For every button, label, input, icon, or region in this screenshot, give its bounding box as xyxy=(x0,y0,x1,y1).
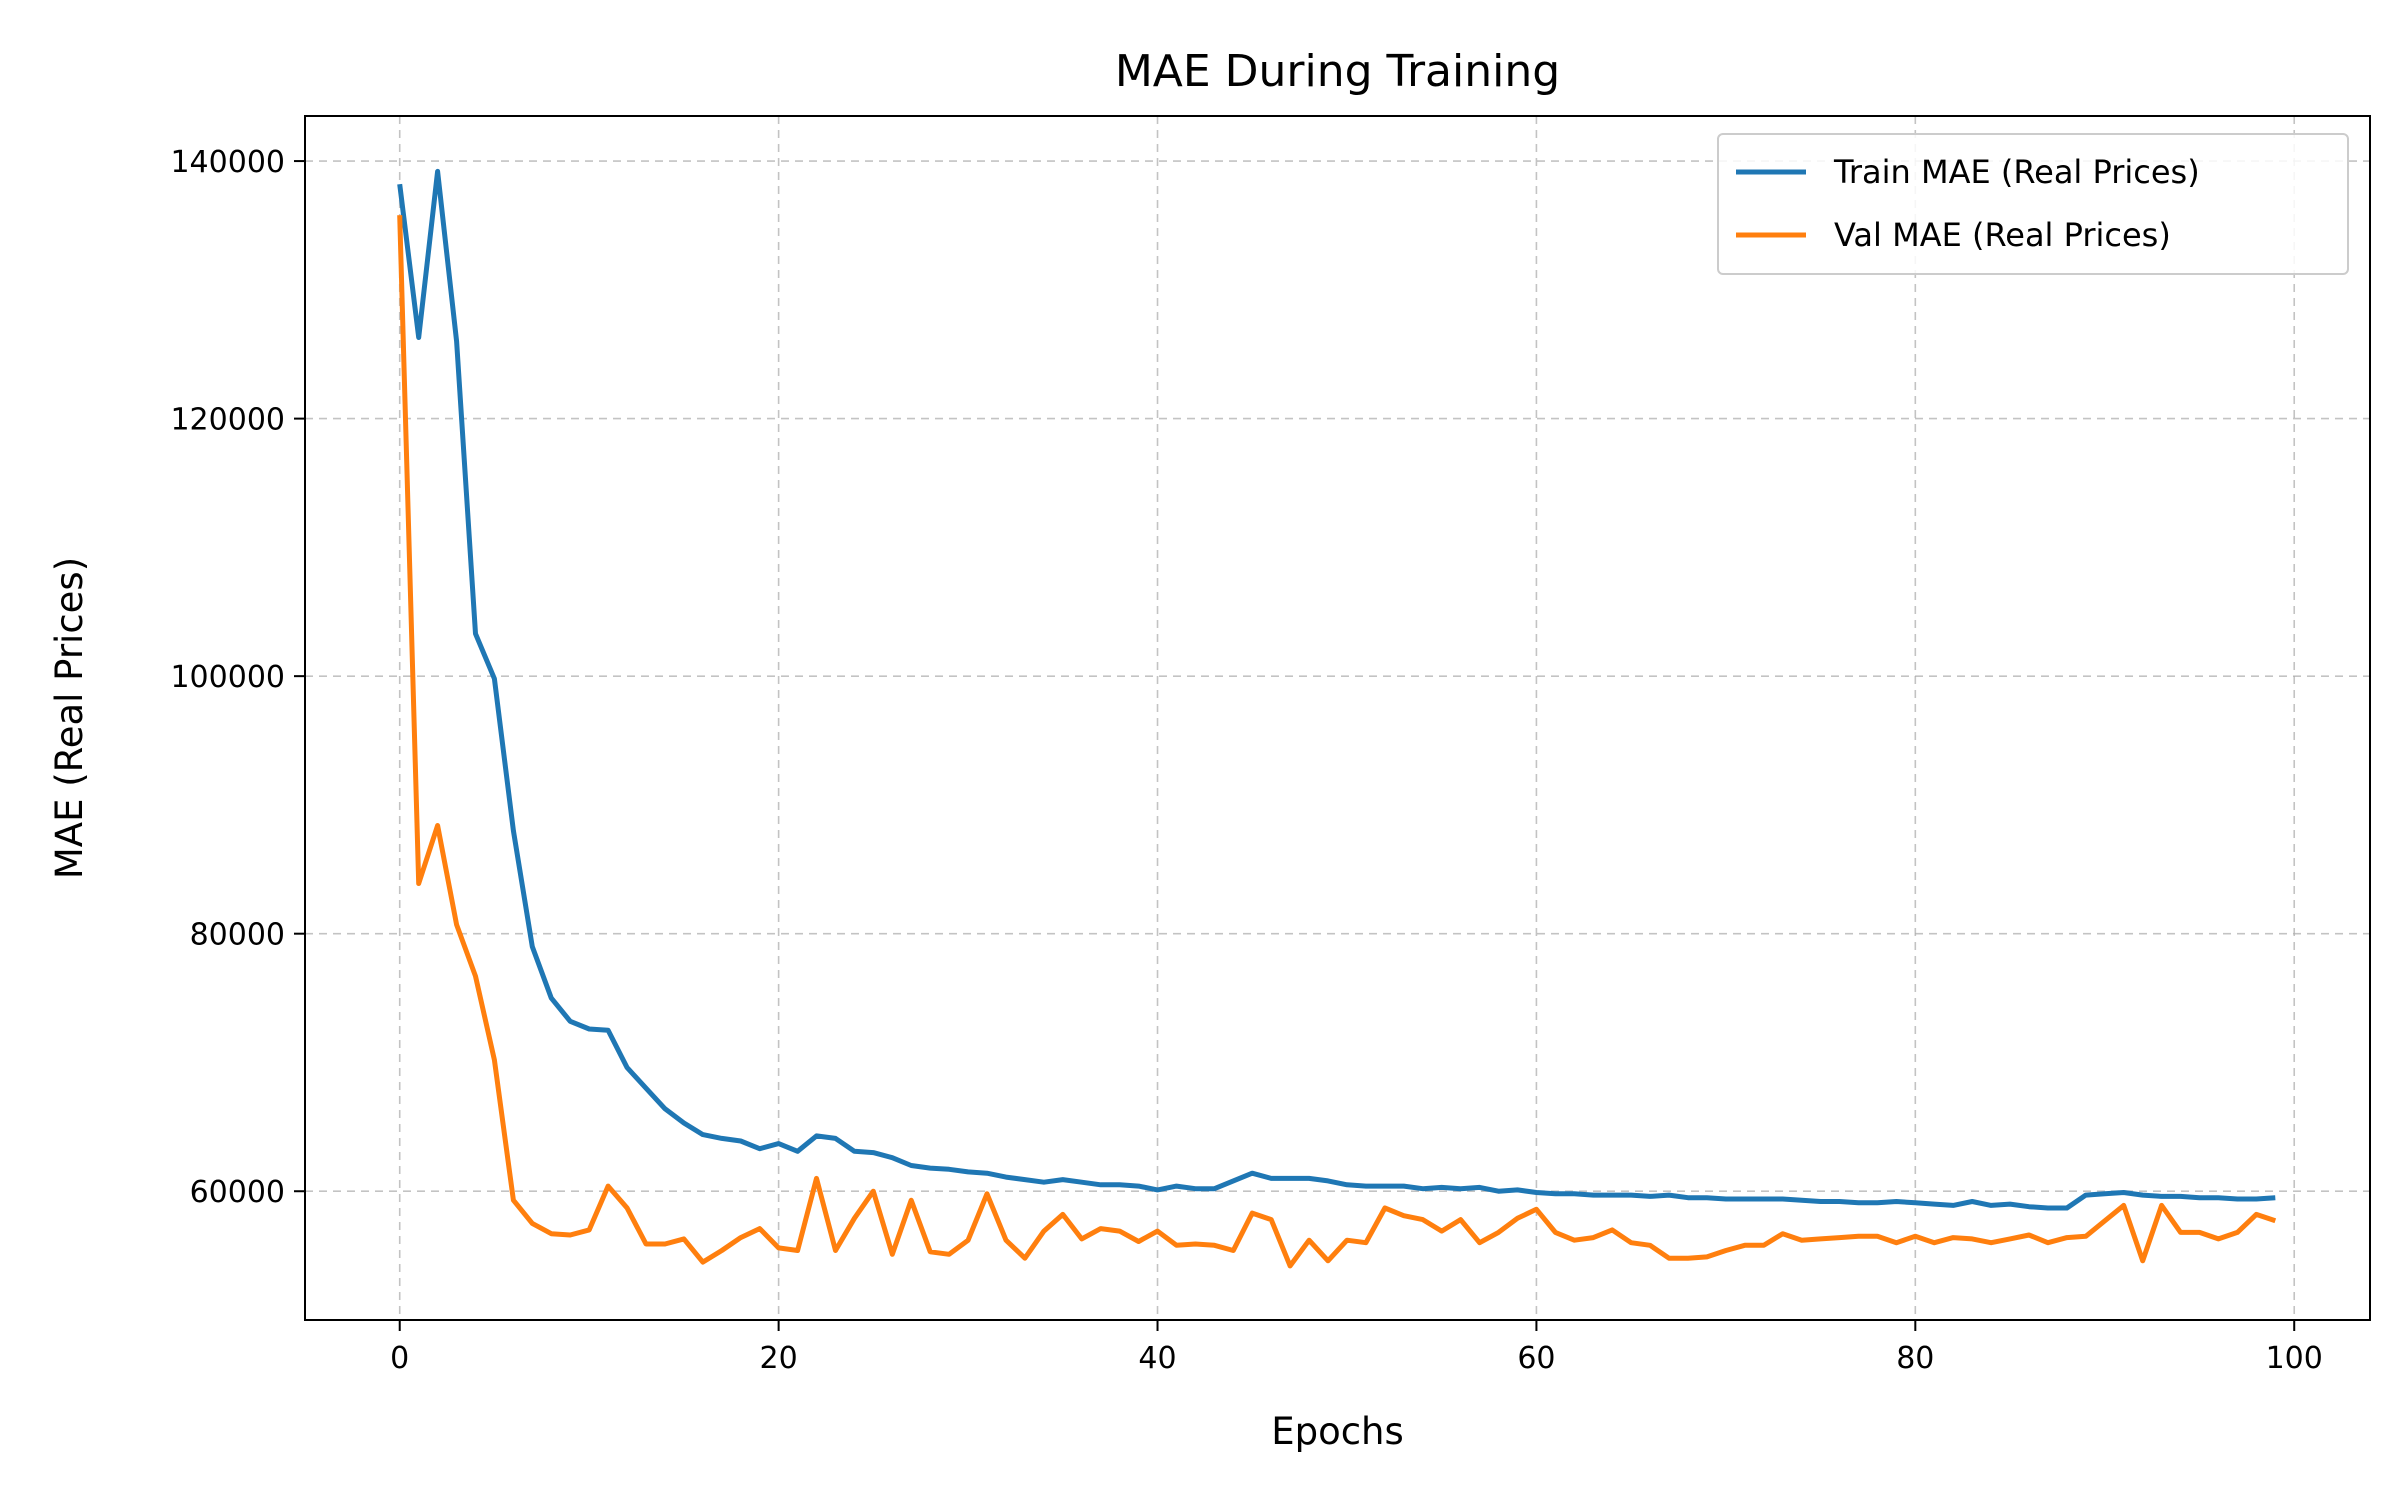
y-axis-label: MAE (Real Prices) xyxy=(48,557,91,879)
y-tick-label: 60000 xyxy=(190,1175,285,1210)
x-axis-label: Epochs xyxy=(1271,1410,1404,1453)
x-tick-label: 60 xyxy=(1517,1341,1555,1376)
series-line-train-mae xyxy=(397,168,2276,1211)
legend-box xyxy=(1717,133,2349,275)
legend-label-val: Val MAE (Real Prices) xyxy=(1834,216,2171,254)
y-tick-label: 80000 xyxy=(190,918,285,953)
legend: Train MAE (Real Prices) Val MAE (Real Pr… xyxy=(1717,133,2349,275)
axis-ticks: 0 20 40 60 80 100 60000 80000 100000 120000 140000 xyxy=(170,145,2322,1376)
y-tick-label: 140000 xyxy=(170,145,285,180)
x-tick-label: 80 xyxy=(1896,1341,1934,1376)
grid-lines xyxy=(305,116,2370,1320)
x-tick-label: 20 xyxy=(760,1341,798,1376)
y-tick-label: 120000 xyxy=(170,403,285,438)
y-tick-label: 100000 xyxy=(170,660,285,695)
x-tick-label: 0 xyxy=(390,1341,409,1376)
x-tick-label: 40 xyxy=(1138,1341,1176,1376)
series-lines xyxy=(397,168,2277,1269)
series-line-val-mae xyxy=(397,215,2277,1269)
x-tick-label: 100 xyxy=(2266,1341,2323,1376)
plot-frame xyxy=(304,115,2371,1321)
legend-label-train: Train MAE (Real Prices) xyxy=(1833,153,2200,191)
chart-title: MAE During Training xyxy=(1115,46,1560,97)
